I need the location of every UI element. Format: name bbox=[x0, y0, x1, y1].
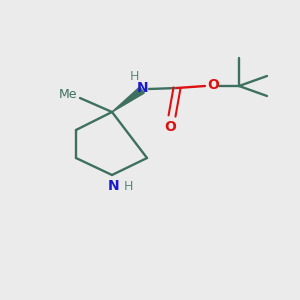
Text: N: N bbox=[137, 81, 149, 95]
Text: O: O bbox=[207, 78, 219, 92]
Text: Me: Me bbox=[59, 88, 77, 101]
Text: H: H bbox=[123, 179, 133, 193]
Polygon shape bbox=[112, 87, 144, 112]
Text: N: N bbox=[108, 179, 120, 193]
Text: O: O bbox=[164, 120, 176, 134]
Text: H: H bbox=[129, 70, 139, 83]
